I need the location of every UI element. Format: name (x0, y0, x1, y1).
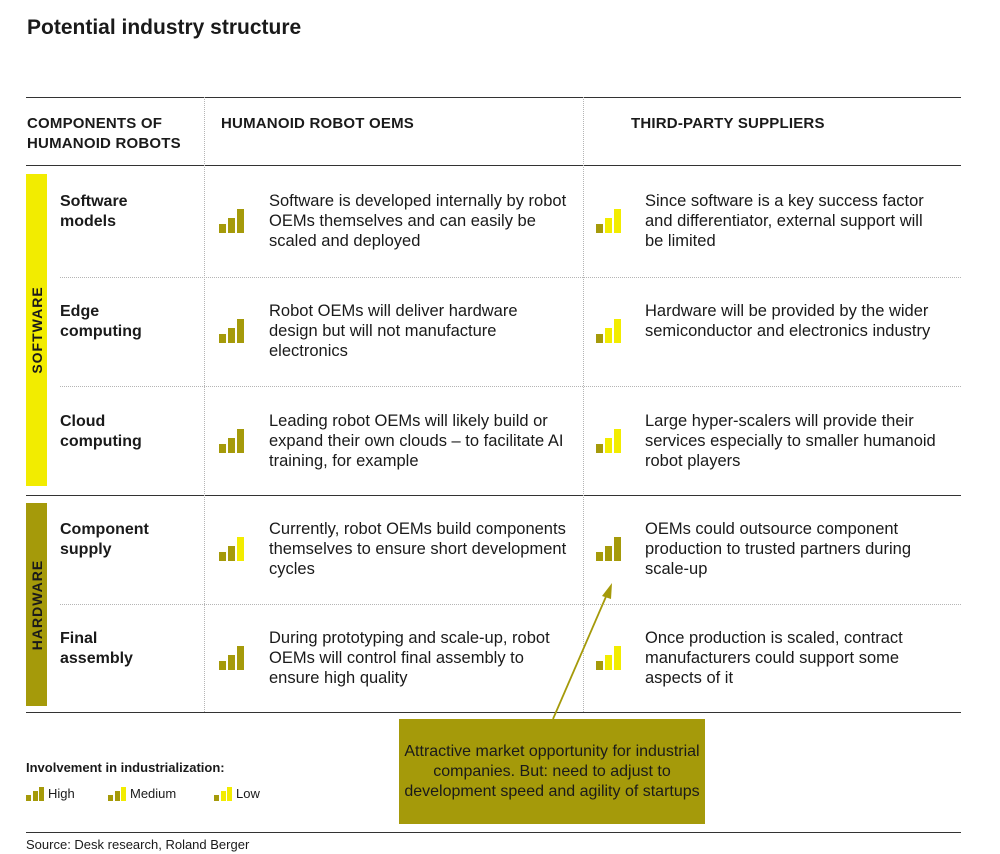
oem-cell-text: Leading robot OEMs will likely build or … (269, 412, 564, 470)
level-bar (605, 438, 612, 453)
involvement-medium-icon (108, 787, 126, 801)
page-title: Potential industry structure (27, 16, 302, 39)
level-bar (605, 546, 612, 561)
level-bar (219, 444, 226, 453)
level-bar (237, 209, 244, 233)
level-bar (237, 537, 244, 561)
row-label: Final assembly (60, 630, 133, 667)
legend-item: Medium (108, 786, 176, 801)
source-note: Source: Desk research, Roland Berger (26, 837, 250, 852)
section-divider (26, 495, 961, 496)
oem-cell-text: Currently, robot OEMs build components t… (269, 520, 567, 578)
level-bar (596, 552, 603, 561)
header-bottom-rule (26, 165, 961, 166)
header-oems: HUMANOID ROBOT OEMS (221, 115, 414, 132)
level-bar (605, 655, 612, 670)
level-bar (32, 791, 38, 801)
callout-box: Attractive market opportunity for indust… (399, 719, 705, 824)
level-bar (596, 334, 603, 343)
level-bar (605, 218, 612, 233)
level-bar (614, 319, 621, 343)
involvement-low-icon (596, 429, 621, 453)
level-bar (228, 218, 235, 233)
row-divider (60, 386, 961, 387)
involvement-high-icon (219, 429, 244, 453)
level-bar (219, 661, 226, 670)
header-suppliers: THIRD-PARTY SUPPLIERS (631, 115, 825, 132)
row-divider (60, 604, 961, 605)
oem-cell-text: Robot OEMs will deliver hardware design … (269, 302, 518, 360)
level-bar (228, 546, 235, 561)
column-divider (204, 97, 205, 712)
row-divider (60, 277, 961, 278)
level-bar (614, 209, 621, 233)
level-bar (614, 429, 621, 453)
involvement-low-icon (596, 319, 621, 343)
row-label: Software models (60, 193, 128, 230)
level-bar (214, 795, 219, 801)
level-bar (237, 429, 244, 453)
oem-cell-text: During prototyping and scale-up, robot O… (269, 629, 550, 687)
level-bar (596, 224, 603, 233)
row-label: Cloud computing (60, 413, 142, 450)
hardware-band: HARDWARE (26, 503, 47, 706)
supplier-cell-text: Once production is scaled, contract manu… (645, 629, 903, 687)
level-bar (108, 795, 113, 801)
involvement-high-icon (219, 319, 244, 343)
level-bar (228, 438, 235, 453)
legend-label: High (48, 786, 75, 801)
level-bar (220, 791, 226, 801)
supplier-cell-text: Since software is a key success factor a… (645, 192, 924, 250)
supplier-cell-text: Hardware will be provided by the wider s… (645, 302, 931, 340)
level-bar (614, 537, 621, 561)
involvement-low-icon (596, 646, 621, 670)
level-bar (228, 655, 235, 670)
legend-item: High (26, 786, 75, 801)
supplier-cell-text: OEMs could outsource component productio… (645, 520, 911, 578)
involvement-medium-icon (219, 537, 244, 561)
column-divider (583, 97, 584, 712)
level-bar (614, 646, 621, 670)
level-bar (26, 795, 31, 801)
involvement-low-icon (596, 209, 621, 233)
involvement-high-icon (219, 209, 244, 233)
footer-rule (26, 832, 961, 833)
level-bar (227, 787, 232, 801)
level-bar (237, 646, 244, 670)
level-bar (219, 224, 226, 233)
table-top-rule (26, 97, 961, 98)
level-bar (228, 328, 235, 343)
callout-text: Attractive market opportunity for indust… (404, 742, 700, 800)
legend-item: Low (214, 786, 260, 801)
header-components: COMPONENTS OF HUMANOID ROBOTS (27, 115, 181, 152)
level-bar (114, 791, 120, 801)
row-label: Edge computing (60, 303, 142, 340)
oem-cell-text: Software is developed internally by robo… (269, 192, 567, 250)
level-bar (596, 444, 603, 453)
legend-title: Involvement in industrialization: (26, 760, 225, 775)
level-bar (605, 328, 612, 343)
table-bottom-rule (26, 712, 961, 713)
involvement-high-icon (219, 646, 244, 670)
level-bar (39, 787, 44, 801)
involvement-high-icon (26, 787, 44, 801)
level-bar (237, 319, 244, 343)
legend-label: Medium (130, 786, 177, 801)
level-bar (121, 787, 126, 801)
level-bar (219, 334, 226, 343)
involvement-low-icon (214, 787, 232, 801)
level-bar (219, 552, 226, 561)
row-label: Component supply (60, 521, 149, 558)
supplier-cell-text: Large hyper-scalers will provide their s… (645, 412, 936, 470)
legend-label: Low (236, 786, 260, 801)
software-band: SOFTWARE (26, 174, 47, 486)
involvement-high-icon (596, 537, 621, 561)
level-bar (596, 661, 603, 670)
